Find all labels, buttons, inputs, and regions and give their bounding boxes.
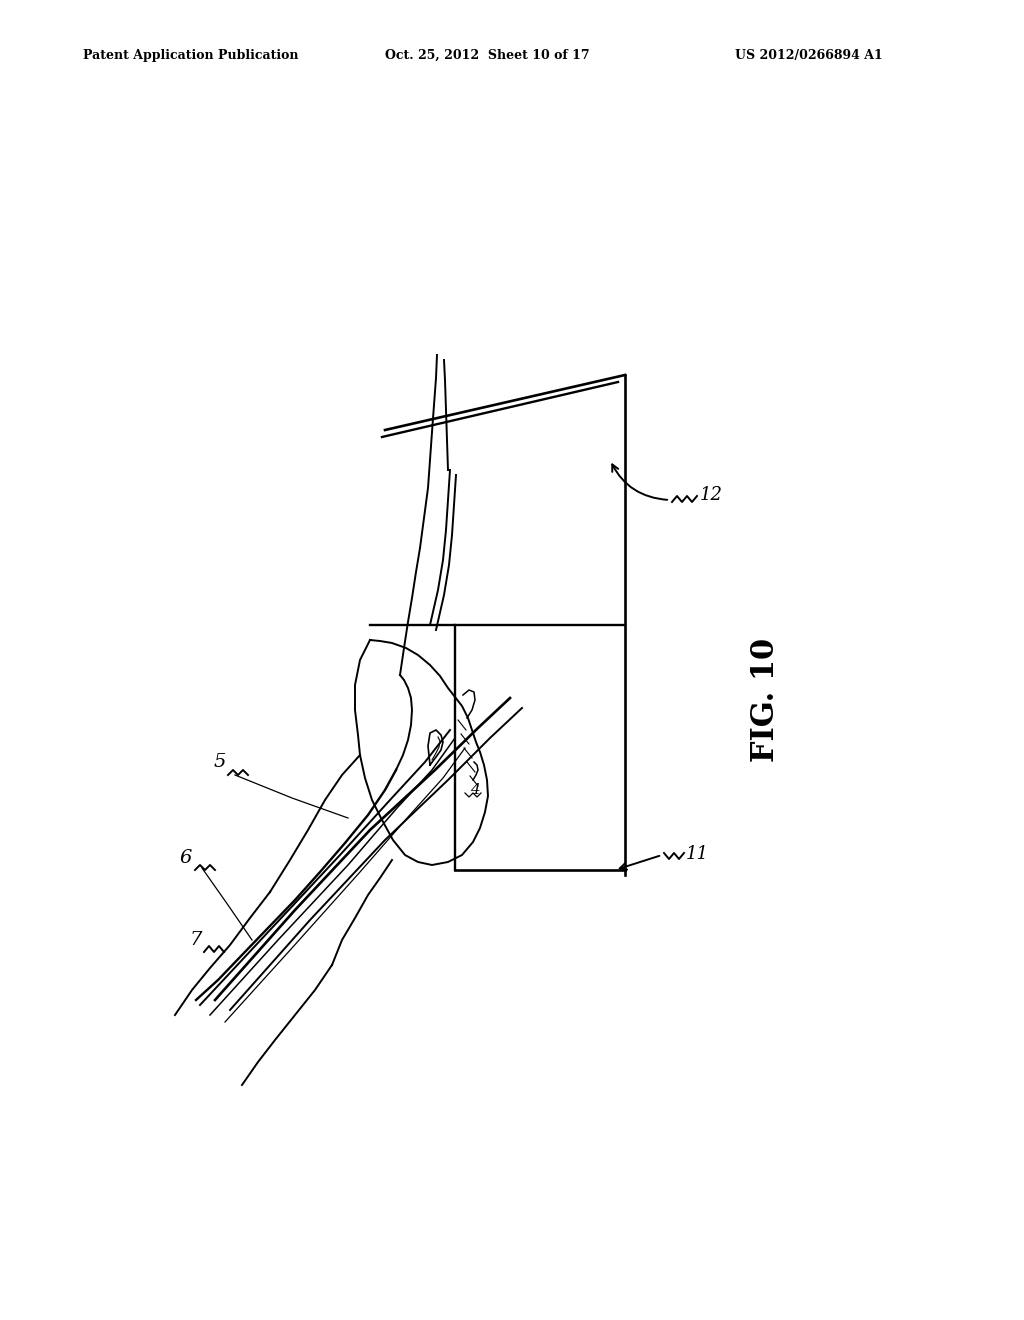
Text: Patent Application Publication: Patent Application Publication xyxy=(83,49,299,62)
Text: 11: 11 xyxy=(686,845,709,863)
Text: 5: 5 xyxy=(214,752,226,771)
Text: Oct. 25, 2012  Sheet 10 of 17: Oct. 25, 2012 Sheet 10 of 17 xyxy=(385,49,590,62)
Text: 6: 6 xyxy=(180,849,193,867)
Text: FIG. 10: FIG. 10 xyxy=(750,638,780,762)
Text: 12: 12 xyxy=(700,486,723,504)
Text: 4: 4 xyxy=(470,783,480,797)
Text: 7: 7 xyxy=(189,931,202,949)
Text: US 2012/0266894 A1: US 2012/0266894 A1 xyxy=(735,49,883,62)
